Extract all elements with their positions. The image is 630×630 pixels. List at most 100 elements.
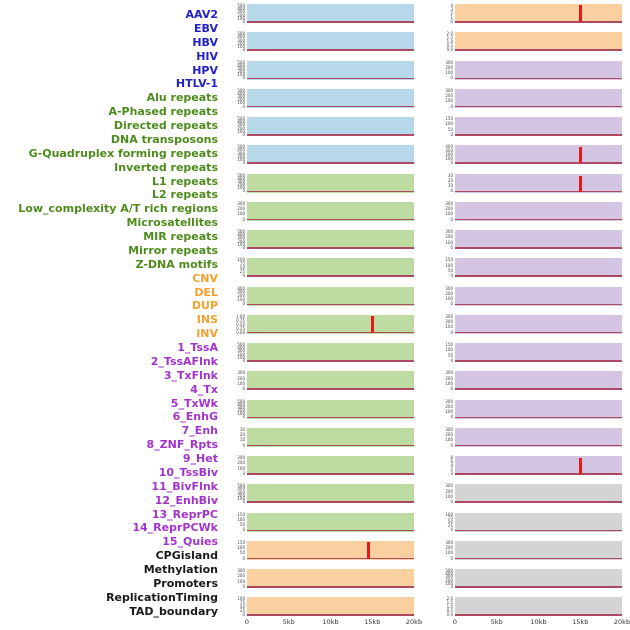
track-panel-hbv: [247, 60, 414, 80]
y-axis-tick-value: 100: [445, 409, 453, 415]
signal-baseline: [247, 557, 414, 560]
track-label-dup: DUP: [191, 299, 218, 313]
track-label-hpv: HPV: [192, 63, 218, 77]
y-axis-tick-value: 1: [450, 14, 453, 20]
y-axis-tick-value: 100: [445, 493, 453, 499]
track-label-11-bivflnk: 11_BivFlnk: [151, 479, 218, 493]
track-panel-cpgisland: [455, 484, 622, 504]
y-axis-tick-value: 300: [445, 285, 453, 291]
y-axis-tick-value: 100: [445, 511, 453, 517]
track-label-tad-boundary: TAD_boundary: [129, 604, 218, 618]
x-axis-tick-right-15kb: 15kb: [572, 618, 589, 626]
signal-baseline: [247, 416, 414, 418]
track-label-z-dna-motifs: Z-DNA motifs: [135, 257, 218, 271]
y-axis-tick-value: 75: [239, 261, 245, 267]
y-axis-tick-value: 100: [237, 516, 245, 522]
y-axis-tick-value: 400: [237, 119, 245, 125]
track-panel-ebv: [247, 32, 414, 52]
track-panel-9-het: [455, 286, 622, 306]
signal-baseline: [247, 77, 414, 79]
y-axis-tick-value: 200: [237, 351, 245, 357]
track-panel-l2-repeats: [247, 371, 414, 391]
y-axis-tick-value: 100: [237, 185, 245, 191]
y-axis-tick-value: 300: [237, 235, 245, 241]
y-axis-tick-value: 300: [445, 148, 453, 154]
y-axis-ticks: 1.00 0.75 0.50 0.25 0.00: [223, 313, 245, 335]
y-axis-tick-value: 200: [237, 97, 245, 103]
signal-baseline: [247, 473, 414, 475]
y-axis-tick-value: 300: [237, 200, 245, 206]
y-axis-tick-value: 100: [445, 239, 453, 245]
y-axis-tick-value: 100: [237, 257, 245, 263]
y-axis-tick-value: 300: [445, 313, 453, 319]
y-axis-tick-value: 0: [450, 470, 453, 476]
track-label-microsatellites: Microsatellites: [126, 216, 219, 230]
y-axis-tick-value: 400: [237, 486, 245, 492]
track-label-10-tssbiv: 10_TssBiv: [158, 465, 218, 479]
y-axis-tick-value: 1.00: [236, 313, 245, 319]
signal-baseline: [455, 49, 622, 51]
signal-baseline: [455, 529, 622, 531]
track-panel-dup: [247, 597, 414, 617]
y-axis-tick-value: 0: [450, 527, 453, 533]
signal-baseline: [247, 586, 414, 588]
y-axis-tick-value: 100: [445, 324, 453, 330]
y-axis-tick-value: 500: [237, 116, 245, 121]
track-panel-15-quies: [455, 456, 622, 475]
y-axis-tick-value: 0: [242, 612, 245, 618]
y-axis-tick-value: 100: [237, 354, 245, 360]
y-axis-tick-value: 500: [237, 398, 245, 404]
y-axis-tick-value: 100: [237, 128, 245, 134]
signal-peak: [578, 457, 582, 474]
y-axis-tick-value: 300: [237, 370, 245, 376]
y-axis-tick-value: 0: [242, 131, 245, 137]
y-axis-tick-value: 300: [237, 37, 245, 43]
y-axis-tick-value: 25: [239, 608, 245, 614]
signal-baseline: [247, 444, 414, 447]
y-axis-tick-value: 200: [445, 403, 453, 409]
track-panel-8-znf-rpts: [455, 258, 622, 278]
y-axis-tick-value: 2: [450, 466, 453, 472]
signal-baseline: [247, 388, 414, 390]
track-label-1-tssa: 1_TssA: [177, 341, 218, 354]
track-label-ebv: EBV: [194, 21, 218, 35]
y-axis-ticks: 500 400 300 200 100 0: [223, 229, 245, 249]
y-axis-ticks: 300 200 100 0: [431, 427, 453, 447]
y-axis-tick-value: 0: [450, 273, 453, 279]
track-panel-htlv-1: [247, 145, 414, 165]
y-axis-tick-value: 0.00: [236, 329, 245, 335]
y-axis-tick-value: 0: [242, 18, 245, 24]
signal-baseline: [247, 501, 414, 503]
y-axis-tick-value: 400: [445, 571, 453, 577]
track-label-methylation: Methylation: [143, 563, 218, 576]
y-axis-tick-value: 0.50: [236, 321, 245, 327]
y-axis-tick-value: 500: [237, 483, 245, 489]
y-axis-tick-value: 75: [447, 515, 453, 521]
track-label-cnv: CNV: [192, 271, 218, 285]
y-axis-tick-value: 300: [445, 200, 453, 206]
track-label-7-enh: 7_Enh: [181, 424, 218, 438]
y-axis-tick-value: 0: [242, 357, 245, 363]
y-axis-tick-value: 300: [445, 398, 453, 404]
track-panel-mir-repeats: [247, 456, 414, 475]
y-axis-ticks: 400 300 200 100 0: [223, 286, 245, 306]
y-axis-ticks: 500 400 300 200 100 0: [223, 88, 245, 108]
signal-baseline: [455, 360, 622, 362]
y-axis-tick-value: 200: [445, 488, 453, 494]
track-label-5-txwk: 5_TxWk: [170, 396, 218, 410]
signal-peak: [578, 176, 582, 192]
y-axis-ticks: 400 300 200 100 0: [431, 145, 453, 165]
y-axis-tick-value: 0: [242, 442, 245, 448]
track-label-2-tssaflnk: 2_TssAFlnk: [150, 354, 218, 368]
y-axis-tick-value: 200: [237, 492, 245, 498]
y-axis-tick-value: 0: [242, 470, 245, 476]
y-axis-tick-value: 100: [237, 100, 245, 106]
track-panel-del: [247, 569, 414, 588]
y-axis-tick-value: 100: [237, 596, 245, 602]
x-axis-tick-left-10kb: 10kb: [322, 618, 339, 626]
y-axis-ticks: 150 100 50 0: [431, 257, 453, 279]
y-axis-ticks: 30 20 10 0: [431, 173, 453, 193]
y-axis-tick-value: 100: [445, 580, 453, 586]
signal-baseline: [455, 77, 622, 79]
y-axis-tick-value: 150: [445, 257, 453, 263]
